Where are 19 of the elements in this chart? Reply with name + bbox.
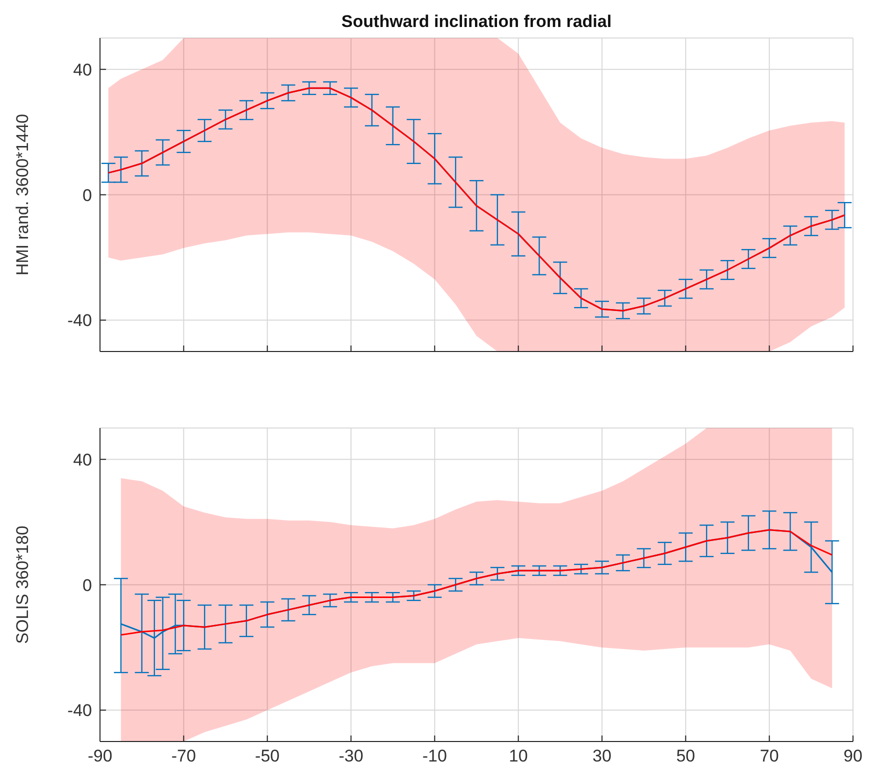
y-tick-label: 0 — [82, 575, 92, 594]
x-tick-label: 30 — [592, 746, 612, 766]
y-tick-label: 0 — [82, 186, 92, 205]
x-tick-label: -30 — [338, 746, 364, 766]
x-tick-label: 10 — [508, 746, 528, 766]
y-axis-title: SOLIS 360*180 — [13, 525, 32, 644]
y-tick-label: -40 — [67, 311, 92, 330]
y-axis-title: HMI rand. 3600*1440 — [13, 114, 32, 276]
y-tick-label: 40 — [73, 450, 92, 469]
x-tick-label: 70 — [760, 746, 779, 766]
x-tick-label: -70 — [171, 746, 196, 766]
x-tick-label: 90 — [844, 746, 862, 766]
y-tick-label: -40 — [67, 700, 92, 720]
y-tick-label: 40 — [73, 60, 92, 80]
x-tick-label: 50 — [676, 746, 696, 766]
x-tick-label: -90 — [88, 746, 112, 766]
chart-title: Southward inclination from radial — [340, 12, 613, 32]
x-tick-label: -50 — [255, 746, 280, 766]
x-tick-label: -10 — [422, 746, 447, 766]
